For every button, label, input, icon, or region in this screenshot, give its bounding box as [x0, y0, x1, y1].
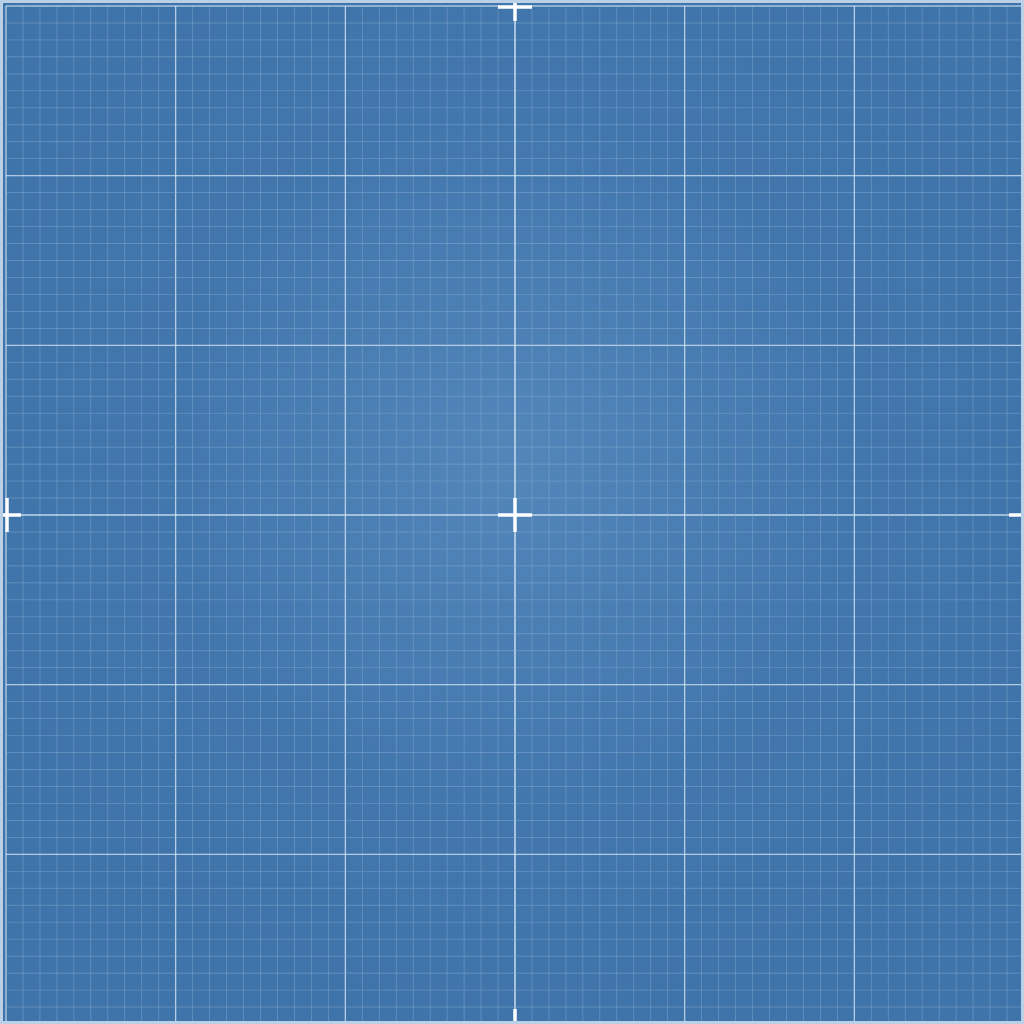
grid-lines	[5, 5, 1021, 1021]
crosshair-markers	[3, 3, 1021, 1021]
